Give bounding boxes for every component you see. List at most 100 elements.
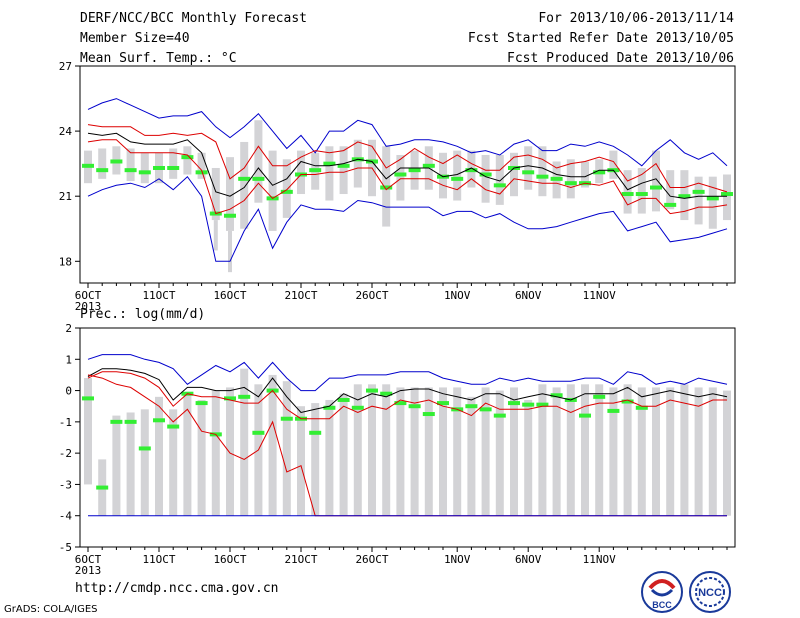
median-marker [153,165,165,170]
x-tick-label: 11OCT [142,553,175,566]
x-tick-label: 11OCT [142,289,175,302]
median-marker [110,159,123,164]
median-marker [238,394,251,399]
series-line-min [87,175,728,262]
median-marker [124,168,137,173]
spread-box [723,174,731,221]
median-marker [479,172,492,177]
spread-box [495,154,504,205]
spread-box [495,390,504,516]
spread-box [126,412,135,516]
spread-box [595,384,604,516]
median-marker [422,163,435,168]
spread-box-tail [228,230,232,273]
spread-box [126,148,135,182]
spread-box [708,387,717,516]
median-marker [252,430,265,435]
spread-box [197,152,206,179]
median-marker [635,405,648,410]
median-marker [593,170,606,175]
y-tick-label: -3 [59,478,72,491]
y-tick-label: 1 [65,353,72,366]
median-marker [380,391,393,396]
spread-box [282,159,291,218]
median-marker [536,174,549,179]
bcc-logo-text: BCC [652,600,672,610]
y-tick-label: -2 [59,447,72,460]
x-tick-label: 1NOV [444,553,471,566]
median-marker [451,176,464,181]
footer-url[interactable]: http://cmdp.ncc.cma.gov.cn [75,581,279,596]
header-title: DERF/NCC/BCC Monthly Forecast [80,11,307,26]
spread-box [637,387,646,516]
spread-box [226,387,234,516]
spread-box [268,150,277,231]
median-marker [309,168,322,173]
spread-box [325,399,334,516]
median-marker [621,399,634,404]
median-marker [96,168,109,173]
x-year-label: 2013 [75,564,102,577]
spread-box [297,406,305,516]
bcc-logo-icon: BCC [641,571,683,613]
spread-box [183,146,192,175]
spread-box [254,120,263,203]
median-marker [323,161,336,166]
x-tick-label: 11NOV [583,289,616,302]
median-marker [479,407,492,412]
spread-box [694,176,703,225]
spread-box [538,146,547,197]
spread-box [453,387,462,516]
spread-box [524,146,533,190]
spread-box [694,387,703,516]
spread-box [140,409,149,516]
median-marker [678,194,691,199]
spread-box [396,154,405,201]
spread-box [623,384,632,516]
median-marker [224,213,236,218]
spread-box [439,387,447,516]
y-tick-label: -5 [59,541,72,554]
header-produced-date: Fcst Produced Date 2013/10/06 [507,51,734,66]
spread-box [581,384,589,516]
median-marker [493,183,506,188]
spread-box [652,387,660,516]
spread-box [169,148,178,179]
x-tick-label: 16OCT [213,553,246,566]
x-year-label: 2013 [75,300,102,313]
median-marker [621,192,634,197]
spread-box [353,139,362,188]
median-marker [550,393,563,398]
median-marker [721,192,733,197]
header-variable: Mean Surf. Temp.: °C [80,51,237,66]
y-tick-label: 18 [59,255,72,268]
x-tick-label: 6NOV [515,553,542,566]
median-marker [153,418,165,423]
spread-box [581,161,589,188]
median-marker [536,402,549,407]
spread-box [481,387,490,516]
median-marker [138,170,151,175]
median-marker [422,412,435,417]
spread-box [666,387,675,516]
x-tick-label: 6NOV [515,289,542,302]
header-period: For 2013/10/06-2013/11/14 [538,11,734,26]
series-line-max [87,354,728,392]
median-marker [195,401,208,406]
spread-box [311,403,320,516]
spread-box [510,152,518,197]
spread-box [169,409,178,516]
spread-box [155,396,163,516]
y-tick-label: 0 [65,385,72,398]
spread-box [339,393,348,516]
median-marker [564,181,577,186]
spread-box [339,146,348,195]
median-marker [124,419,137,424]
median-marker [82,163,94,168]
spread-box [382,384,391,516]
spread-box [723,390,731,516]
spread-box [609,150,618,179]
series-line-mean [87,368,728,414]
median-marker [167,424,180,429]
spread-box [424,387,433,516]
